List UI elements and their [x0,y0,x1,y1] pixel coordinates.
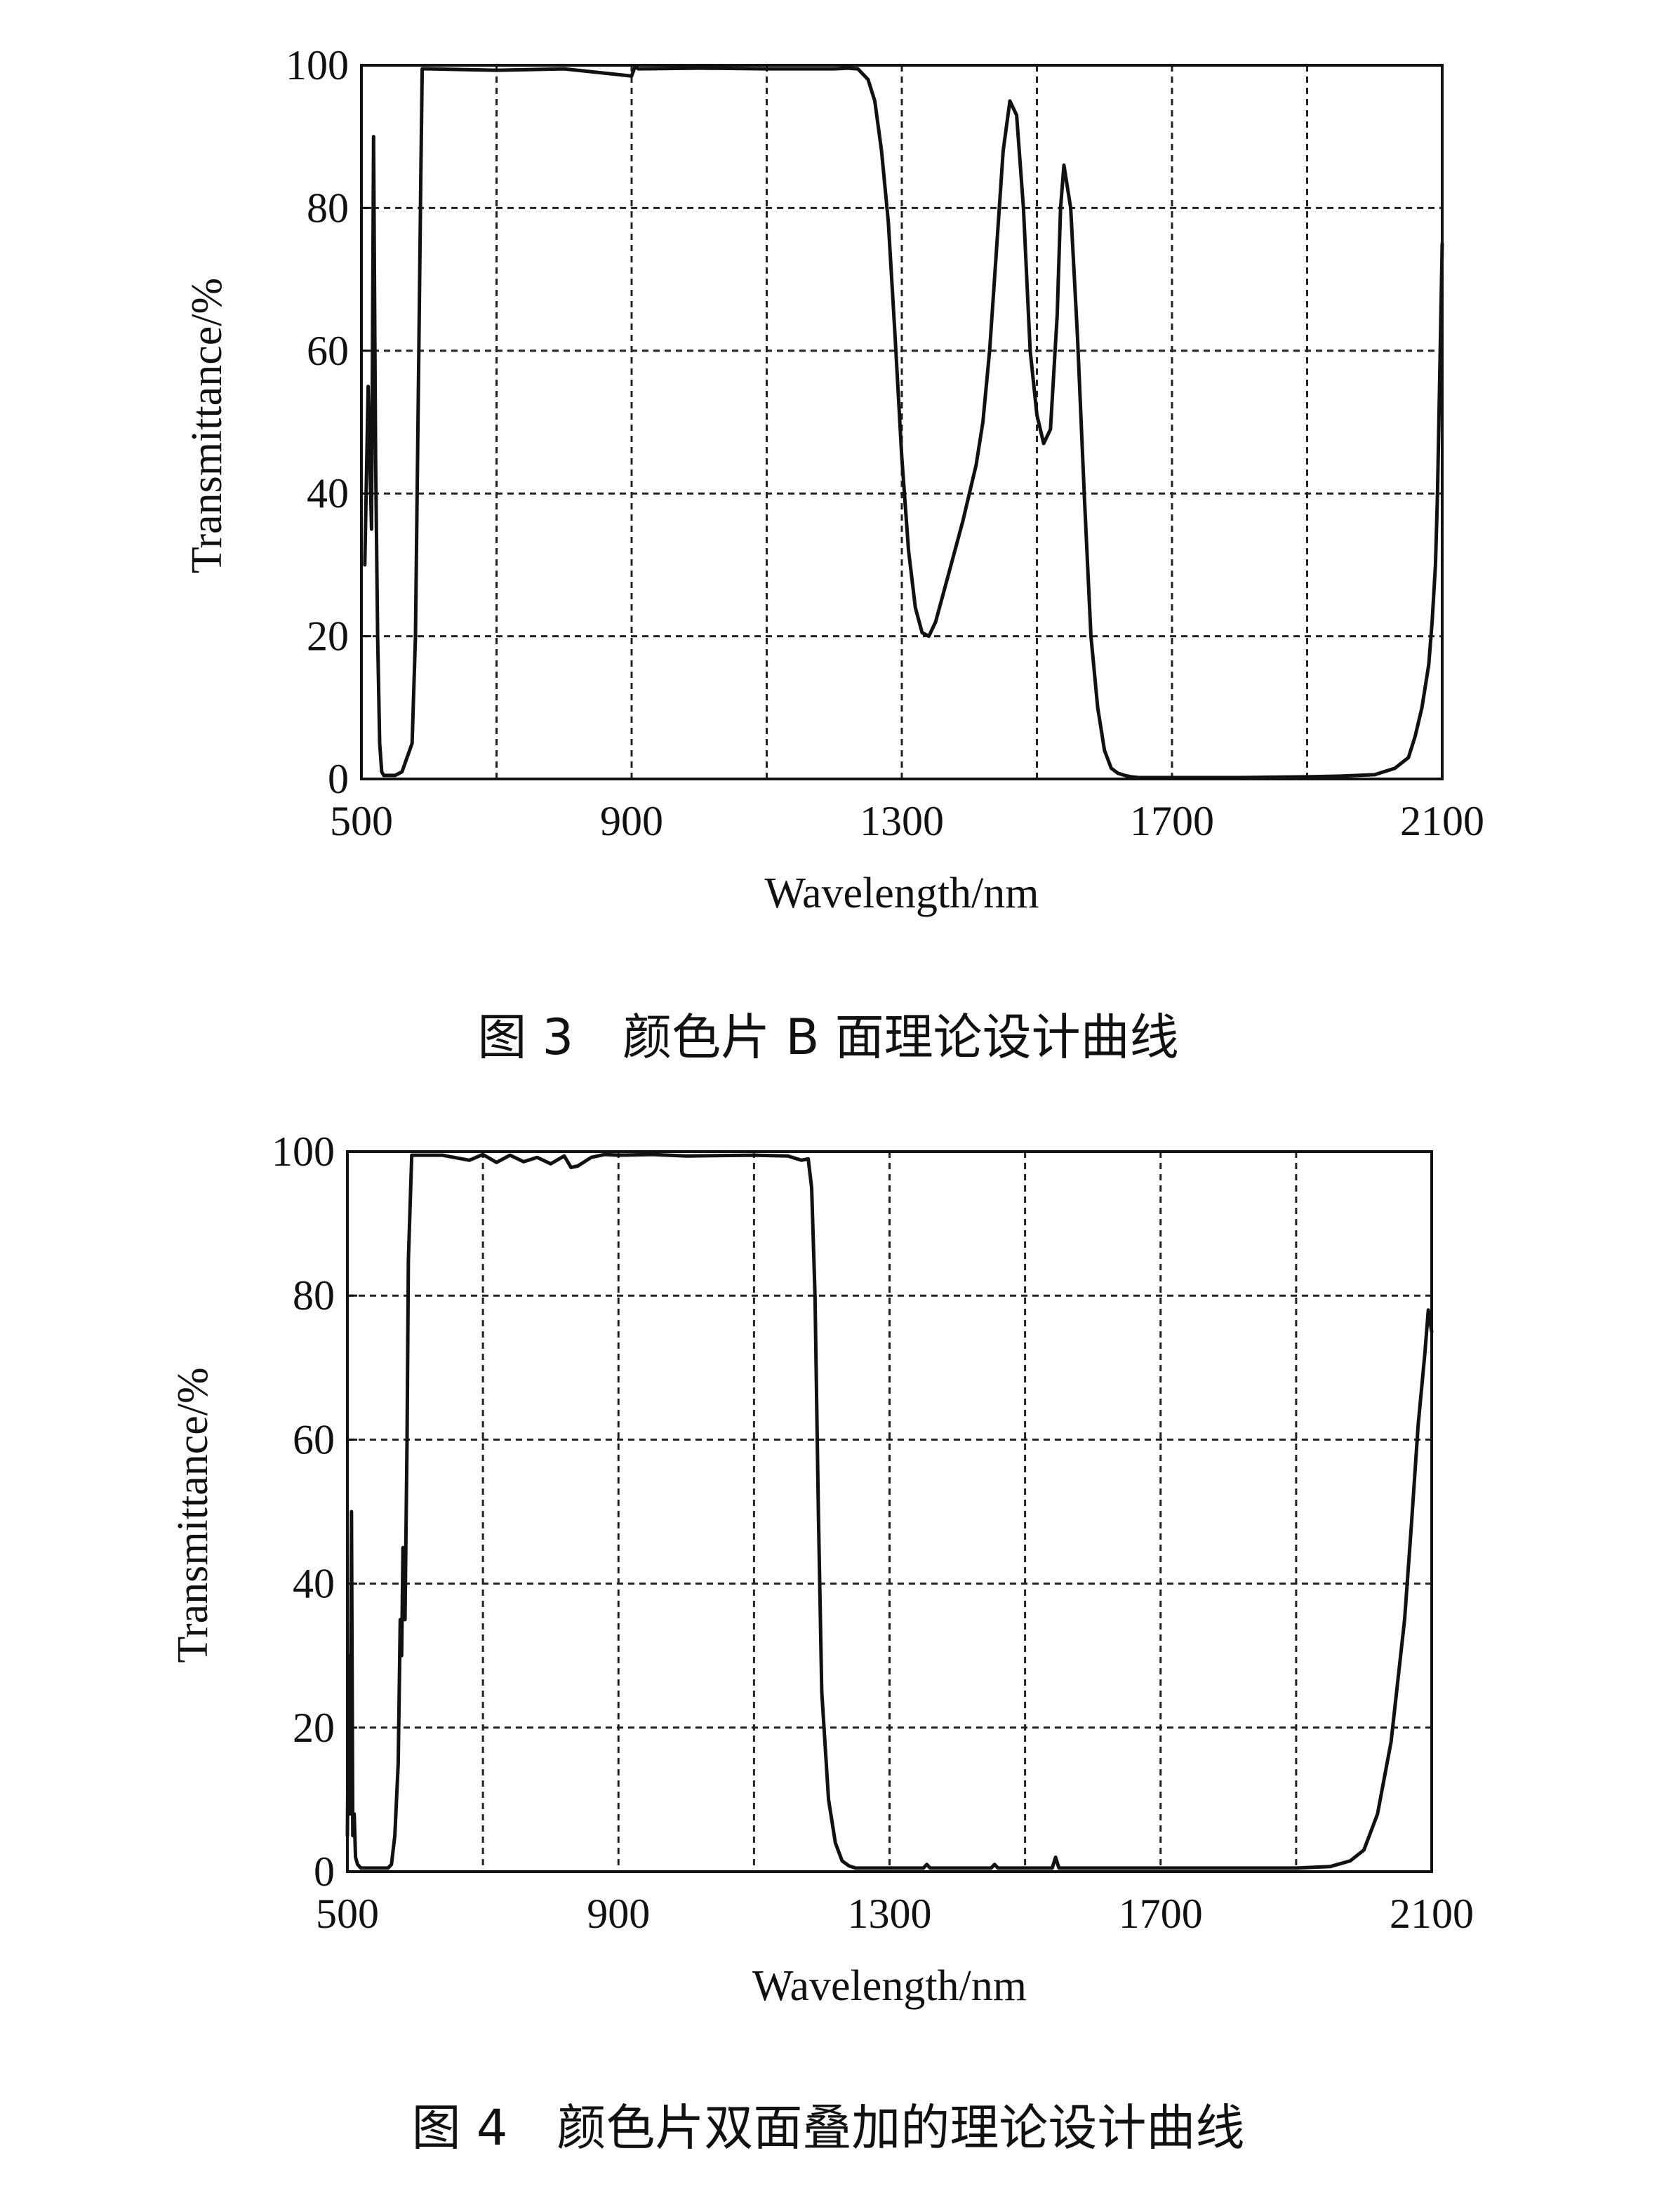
chart-transmittance-double-side: 0 20 40 60 80 100 500 900 1300 1700 2100 Wavelength… [169,1128,1474,2010]
y-tick-label: 40 [307,470,349,517]
y-tick-label: 60 [293,1416,335,1463]
plot-frame [360,64,1444,780]
y-axis-label: Transmittance/% [169,1367,217,1663]
y-tick-label: 80 [307,185,349,231]
x-tick-label: 500 [330,798,393,844]
x-axis-label: Wavelength/nm [752,1962,1027,2010]
x-tick-label: 1700 [1130,798,1214,844]
plot-frame [346,1150,1433,1873]
x-tick-label: 1300 [848,1891,932,1937]
y-tick-label: 100 [286,42,349,88]
x-tick-label: 2100 [1390,1891,1474,1937]
y-tick-label: 20 [293,1705,335,1751]
y-tick-label: 20 [307,613,349,660]
chart-caption: 图 3 颜色片 B 面理论设计曲线 [477,1008,1178,1066]
chart-transmittance-b-side: 0 20 40 60 80 100 500 900 1300 1700 2100 Wavelength… [183,42,1484,917]
series-line [363,65,1444,780]
y-tick-label: 60 [307,328,349,374]
y-tick-label: 80 [293,1272,335,1319]
x-tick-label: 2100 [1400,798,1484,844]
chart-caption: 图 4 颜色片双面叠加的理论设计曲线 [412,2099,1245,2157]
x-tick-label: 1700 [1119,1891,1203,1937]
x-tick-label: 500 [316,1891,379,1937]
y-tick-label: 40 [293,1561,335,1607]
x-tick-label: 1300 [860,798,944,844]
x-axis-label: Wavelength/nm [764,870,1039,917]
series-line [345,1152,1434,1870]
y-tick-label: 0 [328,756,349,802]
x-tick-label: 900 [587,1891,650,1937]
y-axis-label: Transmittance/% [183,278,231,573]
y-tick-label: 100 [272,1128,335,1175]
y-tick-label: 0 [314,1848,335,1895]
x-tick-label: 900 [600,798,663,844]
